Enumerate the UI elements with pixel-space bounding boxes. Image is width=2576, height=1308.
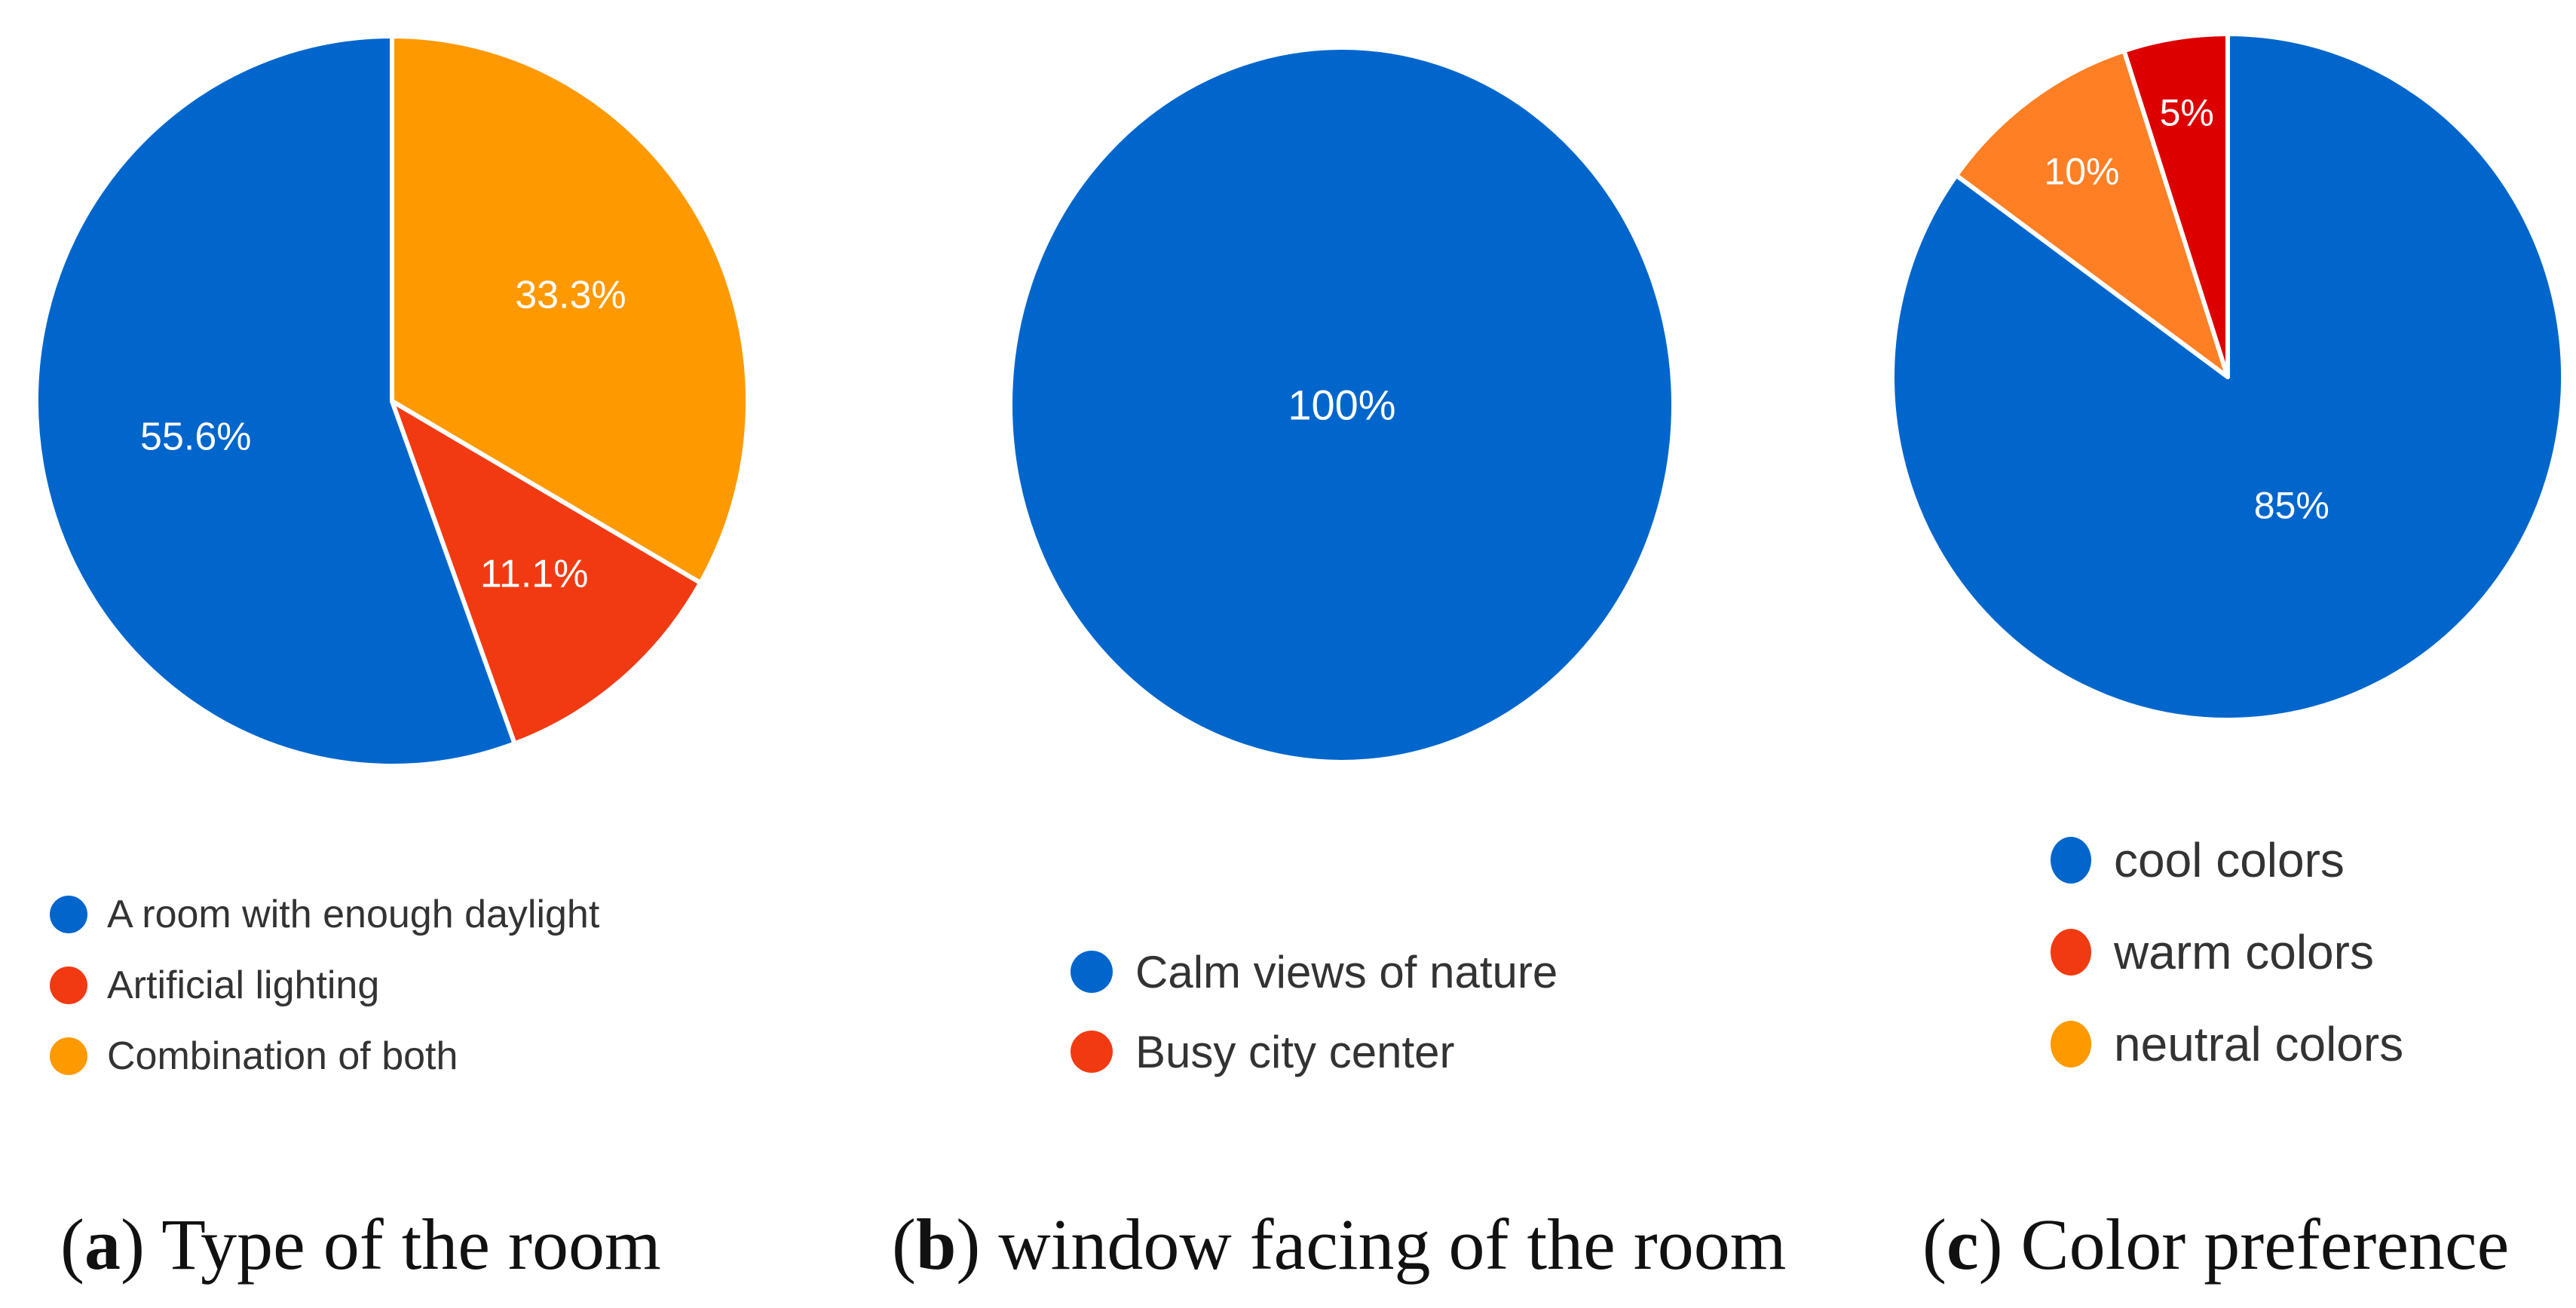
caption-title: Color preference [2020,1204,2510,1285]
legend-label: Artificial lighting [107,963,380,1007]
legend-window-facing: Calm views of nature Busy city center [1071,932,1558,1092]
pie-slice-neutral-colors [1953,48,2230,379]
pie-slice-cool-colors [1890,32,2565,722]
pie-chart-window-facing: 100% [1008,45,1676,764]
legend-label: cool colors [2114,833,2345,887]
legend-item-warm-colors: warm colors [2051,906,2403,998]
legend-room-type: A room with enough daylight Artificial li… [50,879,599,1092]
legend-item-busy-city-center: Busy city center [1071,1012,1558,1092]
legend-swatch [2051,837,2091,884]
legend-item-neutral-colors: neutral colors [2051,998,2403,1090]
data-label-calm-views-of-nature: 100% [1288,381,1395,429]
caption-letter: b [915,1204,957,1285]
legend-swatch [50,1037,87,1075]
legend-swatch [50,966,87,1004]
legend-swatch [1071,1031,1113,1073]
legend-item-cool-colors: cool colors [2051,814,2403,906]
caption-title: Type of the room [161,1204,661,1285]
caption-letter: c [1946,1204,1979,1285]
legend-label: Combination of both [107,1034,458,1078]
legend-item-calm-views-of-nature: Calm views of nature [1071,932,1558,1012]
pie-slice-warm-colors [2121,32,2230,379]
legend-color-preference: cool colors warm colors neutral colors [2051,814,2403,1090]
pie-slice-a-room-with-enough-daylight [34,34,517,768]
data-label-cool-colors: 85% [2254,484,2329,526]
legend-label: warm colors [2114,925,2374,979]
pie-chart-room-type: 55.6% 11.1% 33.3% [34,34,750,768]
legend-label: A room with enough daylight [107,893,600,936]
legend-label: Busy city center [1135,1026,1455,1077]
data-label-combination-of-both: 33.3% [515,273,626,317]
caption-title: window facing of the room [998,1204,1787,1285]
legend-item-a-room-with-enough-daylight: A room with enough daylight [50,879,599,950]
caption-color-preference: (c) Color preference [1922,1204,2510,1285]
legend-label: neutral colors [2114,1017,2404,1071]
legend-item-artificial-lighting: Artificial lighting [50,950,599,1021]
legend-item-combination-of-both: Combination of both [50,1021,599,1092]
data-label-artificial-lighting: 11.1% [480,552,589,596]
pie-chart-color-preference: 85% 10% 5% [1890,32,2565,722]
legend-swatch [2051,1021,2091,1068]
legend-swatch [1071,951,1113,993]
legend-label: Calm views of nature [1135,946,1558,997]
pie-slice-artificial-lighting [390,399,703,746]
caption-letter: a [84,1204,121,1285]
legend-swatch [2051,929,2091,976]
data-label-warm-colors: 5% [2160,91,2214,133]
legend-swatch [50,896,87,933]
pie-slice-combination-of-both [390,34,750,586]
data-label-a-room-with-enough-daylight: 55.6% [140,415,251,458]
caption-window-facing: (b) window facing of the room [892,1204,1787,1285]
data-label-neutral-colors: 10% [2044,151,2119,193]
pie-slice-calm-views-of-nature [1008,45,1676,764]
caption-room-type: (a) Type of the room [60,1204,661,1285]
